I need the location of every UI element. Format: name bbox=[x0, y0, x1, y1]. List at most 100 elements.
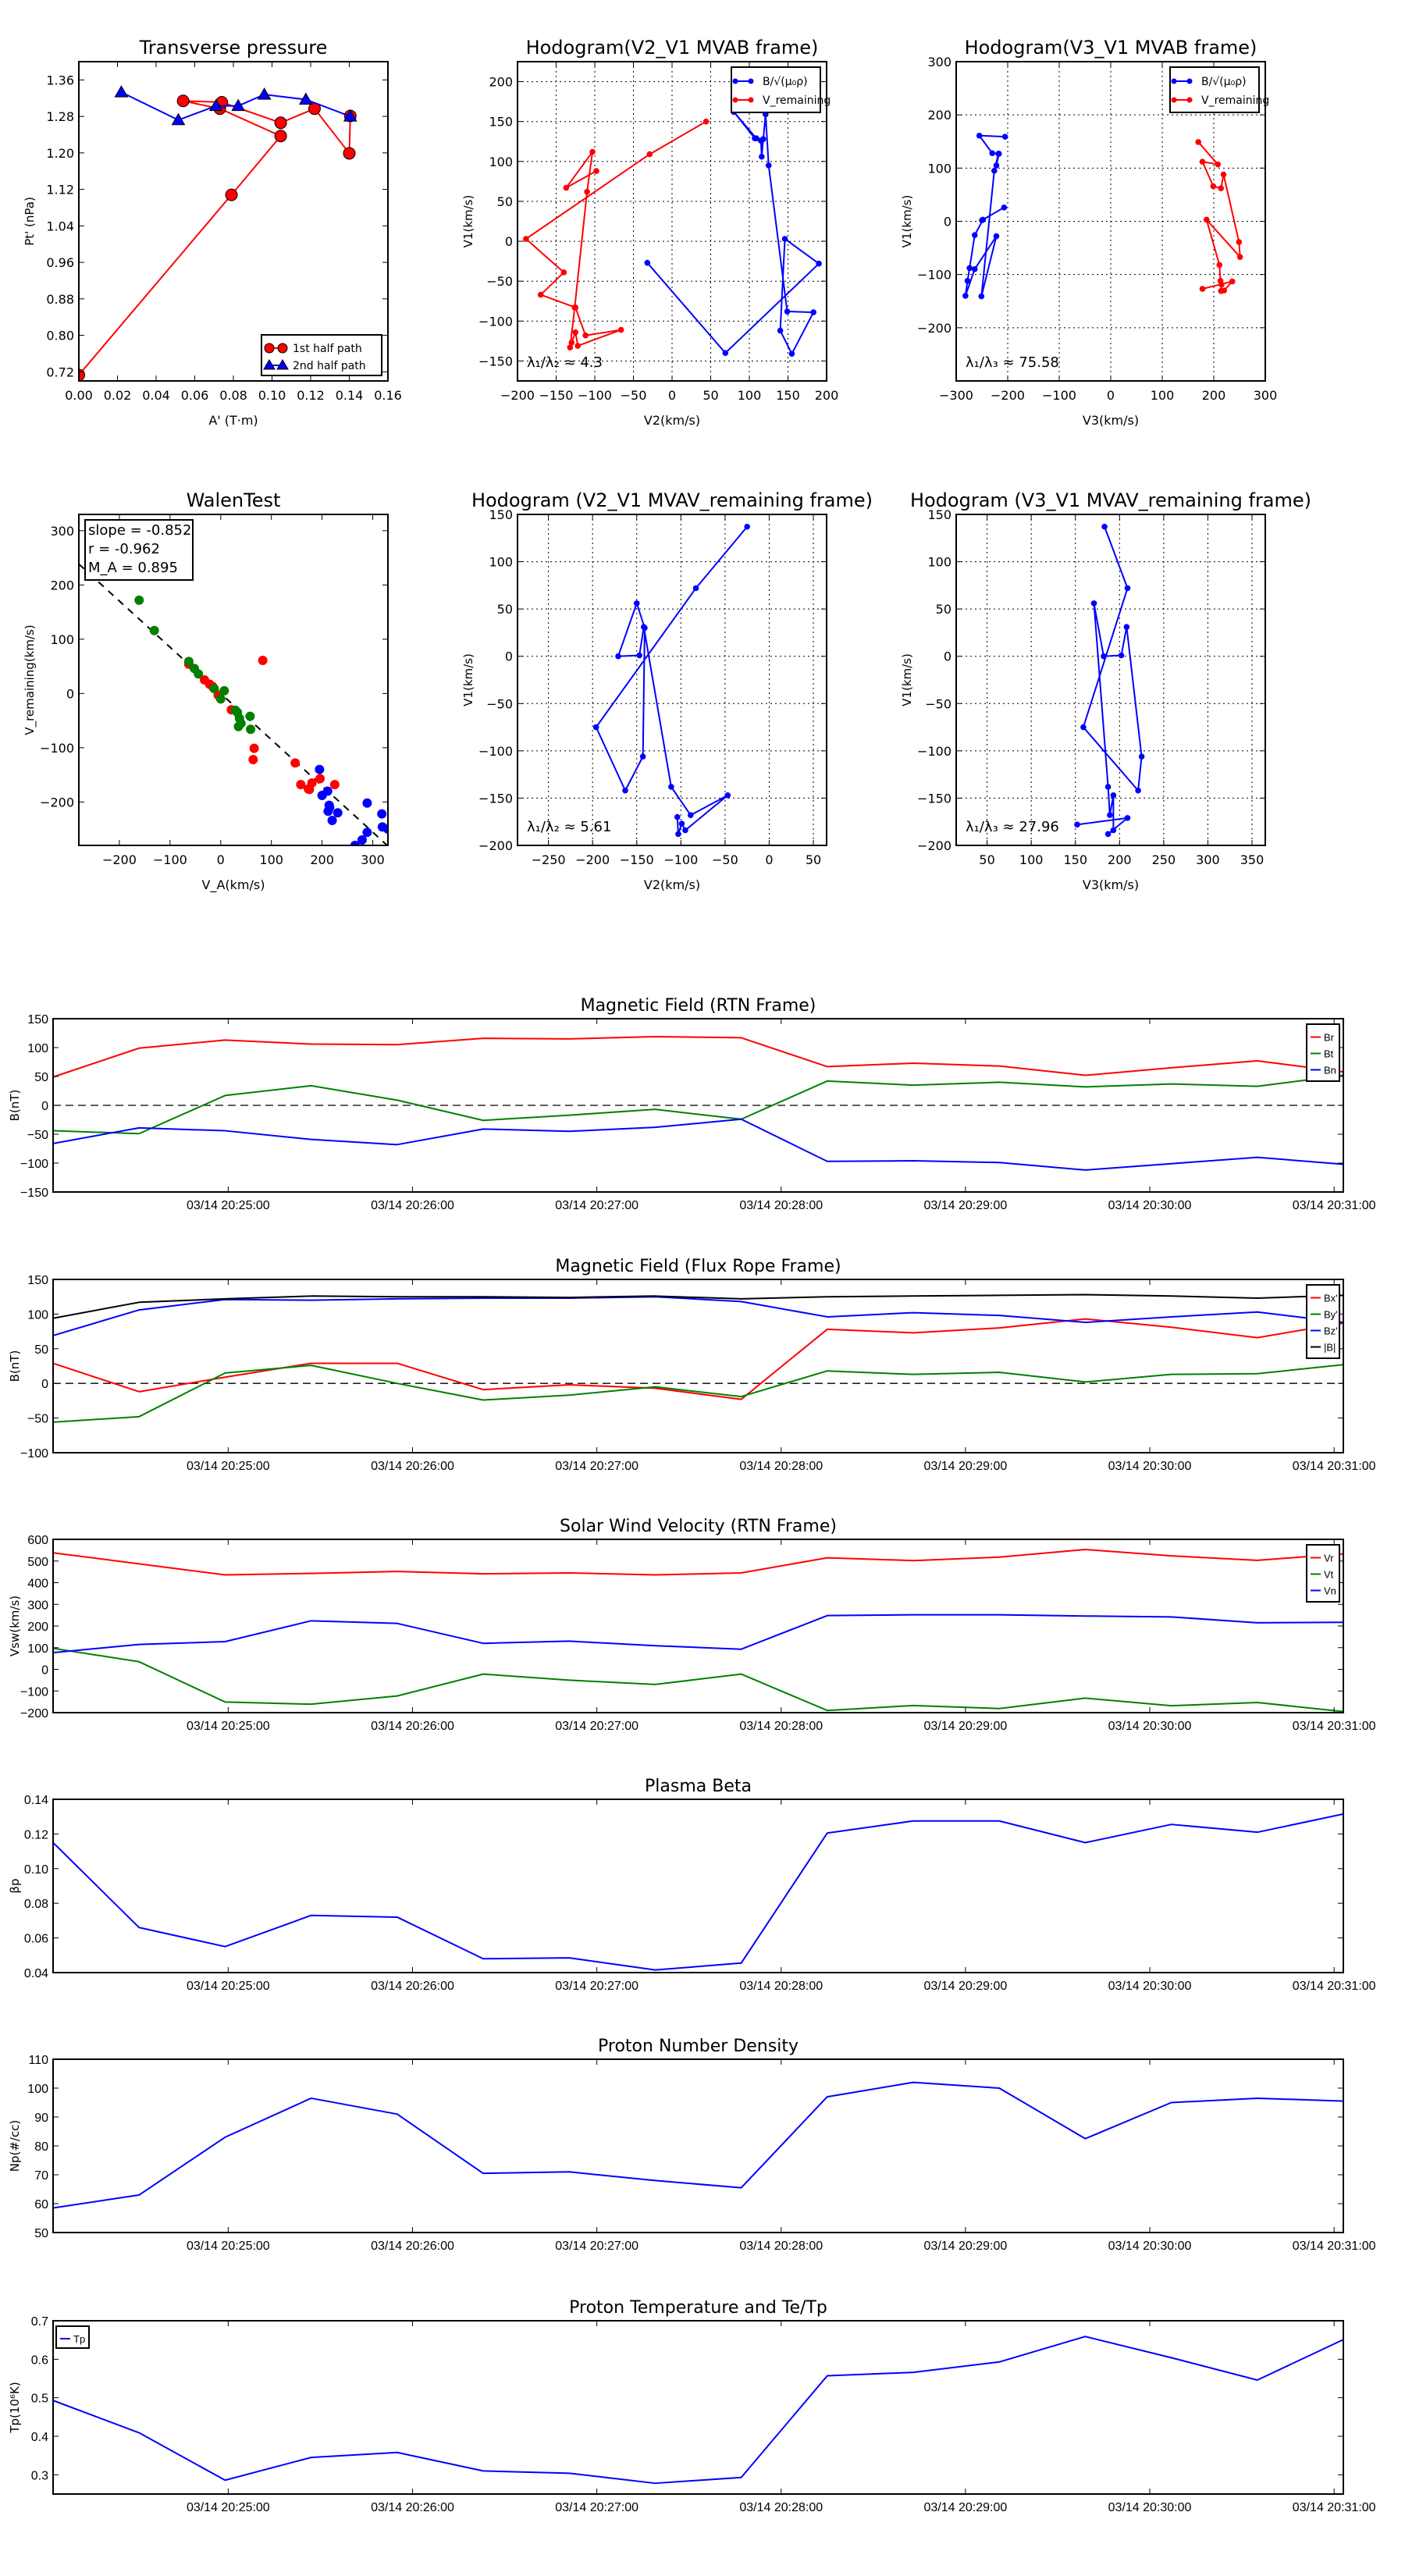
series-bn bbox=[53, 1118, 1343, 1171]
data-point bbox=[350, 841, 360, 845]
legend-marker bbox=[1186, 97, 1193, 103]
data-point bbox=[1124, 585, 1131, 592]
data-point bbox=[752, 135, 758, 141]
data-point bbox=[1090, 600, 1097, 607]
y-tick-label: 0.96 bbox=[46, 255, 74, 270]
data-point bbox=[194, 669, 204, 679]
data-point bbox=[1101, 523, 1108, 530]
series-line bbox=[53, 1296, 1343, 1336]
x-tick-label: −200 bbox=[991, 388, 1025, 403]
x-tick-label: −100 bbox=[1042, 388, 1076, 403]
y-tick-label: 50 bbox=[497, 602, 513, 617]
y-tick-label: 0 bbox=[505, 234, 513, 249]
plot-area bbox=[134, 595, 388, 845]
y-tick-label: 1.04 bbox=[46, 219, 74, 233]
axes-frame bbox=[52, 1279, 1344, 1453]
data-point bbox=[1110, 827, 1117, 834]
y-tick-label: 0.4 bbox=[31, 2431, 48, 2444]
x-tick-label: −200 bbox=[102, 852, 137, 867]
data-point bbox=[1138, 753, 1145, 760]
data-point bbox=[333, 808, 343, 818]
series--p bbox=[53, 1813, 1343, 1971]
legend-marker bbox=[748, 78, 754, 84]
data-point bbox=[1236, 239, 1243, 245]
chart-proton-temperature: Proton Temperature and Te/Tp 0.3 0.4 0.5 0.6… bbox=[8, 2298, 1376, 2514]
series-line bbox=[1076, 526, 1143, 835]
x-tick-label: 03/14 20:31:00 bbox=[1293, 2501, 1376, 2514]
x-tick-label: 150 bbox=[1063, 852, 1087, 867]
x-tick-label: 03/14 20:30:00 bbox=[1108, 1460, 1192, 1473]
chart-title: Proton Number Density bbox=[598, 2037, 799, 2056]
y-tick-label: 0.6 bbox=[31, 2354, 48, 2367]
x-tick-label: 50 bbox=[702, 388, 718, 403]
y-tick-label: −150 bbox=[20, 1187, 48, 1200]
y-tick-label: 0.7 bbox=[31, 2315, 48, 2329]
plot-area bbox=[53, 2081, 1343, 2209]
y-tick-label: 200 bbox=[489, 75, 513, 90]
y-tick-label: 0.06 bbox=[24, 1933, 48, 1946]
data-point bbox=[1001, 204, 1008, 211]
data-point bbox=[760, 136, 767, 142]
chart-magnetic-field-rtn: Magnetic Field (RTN Frame) −150 −100 −50 0 50… bbox=[8, 996, 1376, 1212]
chart-proton-number-density: Proton Number Density 50 60 70 80 90 100 110 03/… bbox=[8, 2037, 1376, 2253]
data-point bbox=[362, 798, 372, 808]
data-point bbox=[640, 624, 647, 630]
series-line bbox=[53, 1318, 1343, 1400]
x-tick-label: 03/14 20:29:00 bbox=[924, 1460, 1008, 1473]
x-tick-label: −100 bbox=[153, 852, 187, 867]
plot-area bbox=[53, 1293, 1343, 1423]
y-tick-label: 50 bbox=[936, 602, 951, 617]
series-component-3 bbox=[315, 764, 388, 845]
x-tick-label: 03/14 20:30:00 bbox=[1108, 1199, 1192, 1212]
data-point bbox=[989, 150, 995, 157]
y-tick-label: 0.80 bbox=[46, 329, 74, 343]
x-tick-label: −50 bbox=[712, 852, 738, 867]
y-axis-label: B(nT) bbox=[8, 1090, 22, 1122]
series-line bbox=[53, 2081, 1343, 2209]
x-tick-label: −100 bbox=[578, 388, 612, 403]
data-point bbox=[183, 656, 194, 667]
data-point bbox=[991, 167, 998, 174]
data-point bbox=[636, 652, 642, 659]
data-point bbox=[1221, 287, 1227, 294]
y-axis-label: Pt' (nPa) bbox=[23, 197, 37, 246]
x-tick-label: 03/14 20:30:00 bbox=[1108, 1720, 1192, 1733]
legend-box bbox=[1169, 66, 1260, 113]
slope-text: slope = -0.852 bbox=[88, 522, 191, 539]
chart-title: Solar Wind Velocity (RTN Frame) bbox=[560, 1517, 837, 1536]
x-tick-label: 03/14 20:30:00 bbox=[1108, 2501, 1192, 2514]
data-point bbox=[995, 151, 1002, 157]
x-tick-label: 200 bbox=[1108, 852, 1132, 867]
legend: Vr Vt Vn bbox=[1306, 1544, 1340, 1603]
y-tick-label: 50 bbox=[497, 194, 513, 209]
data-point bbox=[1210, 183, 1217, 190]
x-tick-label: 0 bbox=[668, 388, 676, 403]
data-point bbox=[1218, 185, 1225, 192]
chart-title: Hodogram (V2_V1 MVAV_remaining frame) bbox=[471, 489, 873, 511]
data-point bbox=[1124, 815, 1131, 821]
y-tick-label: 60 bbox=[34, 2198, 48, 2211]
x-tick-label: −200 bbox=[500, 388, 535, 403]
series-line bbox=[53, 1614, 1343, 1654]
data-point bbox=[1218, 281, 1225, 288]
y-tick-label: 80 bbox=[34, 2140, 48, 2154]
x-axis-label: V_A(km/s) bbox=[202, 877, 265, 893]
data-point bbox=[1220, 171, 1227, 178]
legend-item: Br bbox=[1311, 1032, 1335, 1044]
y-tick-label: 0.10 bbox=[24, 1863, 48, 1877]
chart-walen-test: WalenTest −200 −100 0 100 200 300 −200 −100 0 100 2… bbox=[23, 489, 389, 893]
legend-item: B/√(μ₀ρ) bbox=[732, 76, 808, 88]
x-tick-label: 50 bbox=[806, 852, 821, 867]
data-point bbox=[1203, 216, 1210, 223]
data-point bbox=[274, 130, 287, 143]
data-point bbox=[315, 764, 325, 774]
x-tick-label: 0 bbox=[217, 852, 225, 867]
data-point bbox=[592, 724, 599, 731]
y-tick-label: −50 bbox=[27, 1129, 48, 1142]
x-tick-label: 0.02 bbox=[104, 388, 132, 403]
y-tick-label: 100 bbox=[27, 1308, 48, 1322]
series-line bbox=[53, 2336, 1343, 2485]
x-tick-label: 03/14 20:27:00 bbox=[555, 1460, 638, 1473]
y-tick-label: 100 bbox=[27, 1042, 48, 1055]
x-tick-label: 150 bbox=[776, 388, 800, 403]
